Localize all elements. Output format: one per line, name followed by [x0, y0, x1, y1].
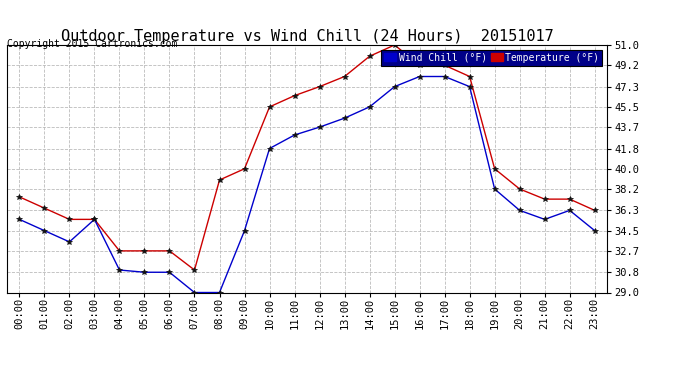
Title: Outdoor Temperature vs Wind Chill (24 Hours)  20151017: Outdoor Temperature vs Wind Chill (24 Ho…	[61, 29, 553, 44]
Text: Copyright 2015 Cartronics.com: Copyright 2015 Cartronics.com	[7, 39, 177, 50]
Legend: Wind Chill (°F), Temperature (°F): Wind Chill (°F), Temperature (°F)	[382, 50, 602, 66]
